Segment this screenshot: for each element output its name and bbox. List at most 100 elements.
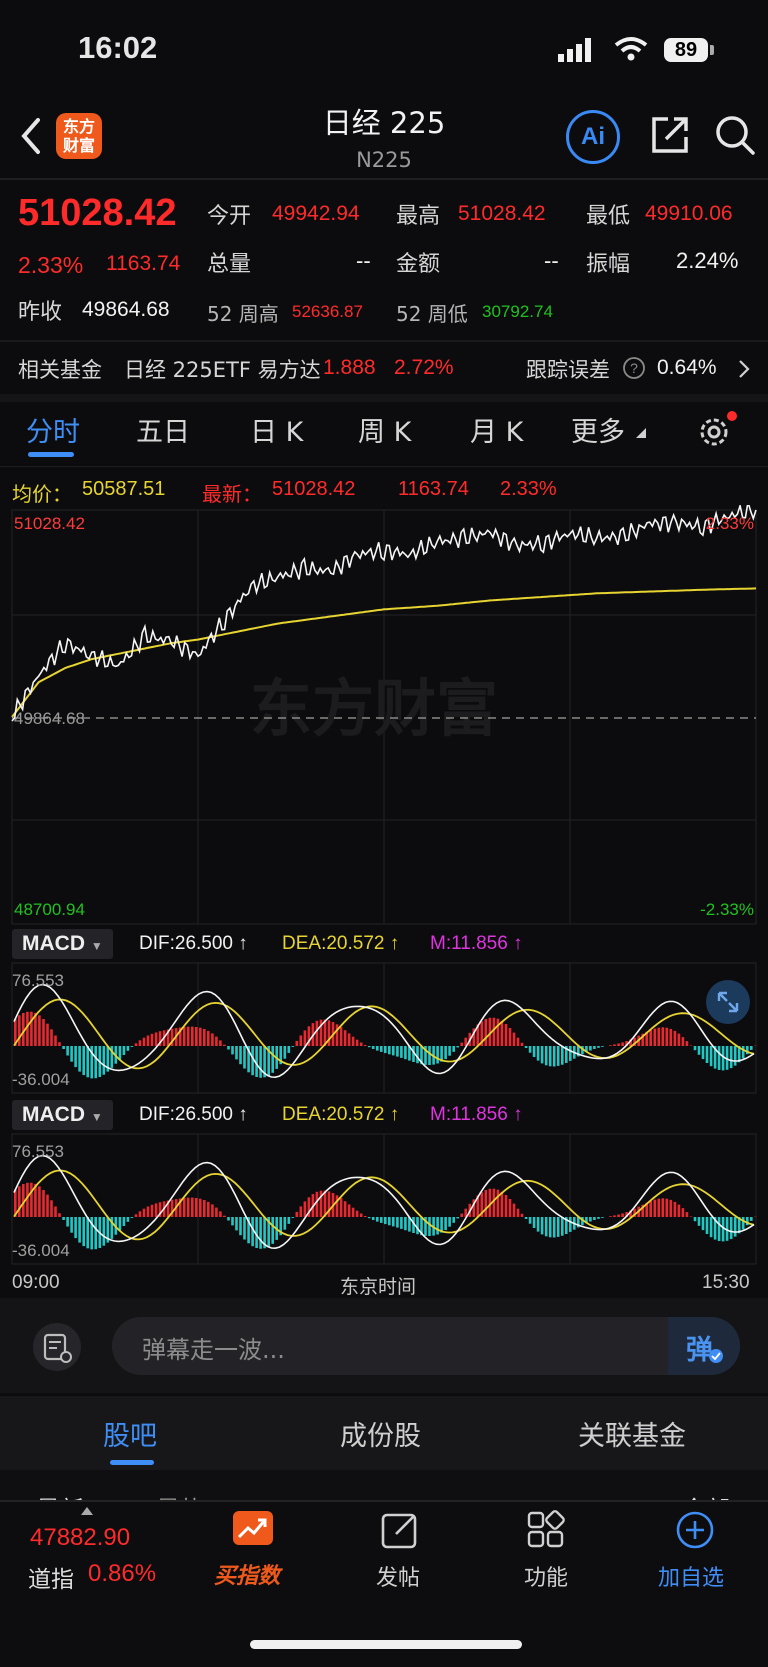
tab-more[interactable]: 更多 [571, 410, 625, 449]
macd-bar [541, 1217, 544, 1234]
fund-name[interactable]: 日经 225ETF 易方达 [124, 354, 321, 384]
macd-bar [62, 1217, 65, 1220]
macd-bar [674, 1202, 677, 1217]
macd-bar [86, 1217, 89, 1248]
active-tab-indicator [28, 452, 74, 457]
tab-week-k[interactable]: 周 K [358, 410, 411, 449]
chevron-right-icon[interactable] [736, 358, 752, 380]
macd-bar [621, 1042, 624, 1046]
ai-button[interactable]: Ai [566, 110, 620, 164]
macd-bar [722, 1217, 725, 1241]
macd-bar [199, 1199, 202, 1217]
macd-bar [698, 1217, 701, 1226]
macd-bar [340, 1198, 343, 1217]
macd-bar [589, 1046, 592, 1051]
macd-bar [497, 1190, 500, 1217]
tab-related-funds[interactable]: 关联基金 [578, 1414, 686, 1453]
tab-constituents[interactable]: 成份股 [340, 1414, 421, 1453]
buy-index-label[interactable]: 买指数 [214, 1558, 280, 1590]
macd-bar [368, 1046, 371, 1047]
macd-bar [103, 1046, 106, 1075]
macd-selector-2[interactable]: MACD ▼ [12, 1100, 113, 1130]
tab-month-k[interactable]: 月 K [470, 410, 523, 449]
macd-bar [601, 1046, 604, 1047]
settings-icon[interactable] [696, 410, 740, 450]
lower-tab-indicator [110, 1460, 154, 1465]
macd-bar [336, 1195, 339, 1217]
danmu-list-icon[interactable] [30, 1322, 84, 1372]
tracking-value: 0.64% [657, 356, 717, 380]
macd-bar [227, 1217, 230, 1221]
macd-bar [750, 1046, 753, 1050]
macd-bar [662, 1027, 665, 1046]
macd-bar [674, 1031, 677, 1046]
macd-bar [682, 1037, 685, 1046]
macd-bar [191, 1198, 194, 1217]
macd-bar [690, 1046, 693, 1047]
macd-bar [103, 1217, 106, 1246]
macd-bar [485, 1019, 488, 1046]
ticker-name: 道指 [28, 1560, 74, 1594]
macd-bar [722, 1046, 725, 1070]
macd-m-1: M:11.856 ↑ [430, 933, 523, 955]
macd-bar [545, 1217, 548, 1236]
macd-bar [404, 1217, 407, 1230]
post-icon[interactable] [380, 1510, 422, 1550]
feed-hot[interactable]: 最热 [156, 1490, 204, 1500]
intraday-chart[interactable]: 东方财富 51028.42 2.33% 49864.68 48700.94 -2… [0, 505, 768, 925]
y-min-pct-label: -2.33% [700, 900, 754, 919]
chart-watermark: 东方财富 [250, 672, 498, 745]
macd-bar [151, 1034, 154, 1046]
share-icon[interactable] [648, 113, 692, 157]
macd-bar [70, 1217, 73, 1233]
post-label[interactable]: 发帖 [376, 1560, 420, 1592]
tab-day-k[interactable]: 日 K [250, 410, 303, 449]
macd-bar [219, 1040, 222, 1046]
macd-bar [670, 1029, 673, 1046]
macd-bar [497, 1019, 500, 1046]
macd-bar [46, 1024, 49, 1046]
y-min-label: 48700.94 [14, 900, 85, 919]
macd-dif-2: DIF:26.500 ↑ [139, 1104, 248, 1126]
add-watchlist-icon[interactable] [674, 1510, 716, 1550]
fund-price: 1.888 [323, 356, 376, 380]
add-watchlist-label[interactable]: 加自选 [658, 1560, 724, 1592]
prev-close-label: 昨收 [18, 294, 62, 326]
macd-bar [54, 1036, 57, 1047]
function-label[interactable]: 功能 [524, 1560, 568, 1592]
macd-bar [139, 1040, 142, 1046]
macd-bar [557, 1217, 560, 1237]
macd-bottom-label: -36.004 [12, 1241, 70, 1260]
buy-index-icon[interactable] [232, 1510, 274, 1550]
macd-bar [94, 1046, 97, 1078]
feed-latest[interactable]: 最新 [36, 1490, 84, 1500]
search-icon[interactable] [712, 112, 758, 158]
macd-bar [509, 1199, 512, 1217]
macd-bar [235, 1046, 238, 1059]
macd-bar [147, 1207, 150, 1218]
latest-change: 1163.74 [398, 478, 469, 501]
macd-bar [666, 1028, 669, 1046]
latest-label: 最新： [202, 478, 262, 507]
tab-guba[interactable]: 股吧 [103, 1414, 157, 1453]
macd-chart-2[interactable]: 76.553 -36.004 [0, 1133, 768, 1265]
macd-bar [284, 1046, 287, 1059]
help-icon[interactable]: ? [622, 356, 646, 380]
macd-bar [686, 1041, 689, 1046]
expand-icon[interactable] [706, 980, 750, 1024]
macd-bar [292, 1217, 295, 1218]
macd-bar [517, 1209, 520, 1217]
function-icon[interactable] [526, 1510, 568, 1550]
macd-bar [38, 1186, 41, 1217]
macd-bar [304, 1030, 307, 1046]
fund-pct: 2.72% [394, 356, 454, 380]
high-label: 最高 [396, 198, 440, 230]
tab-intraday[interactable]: 分时 [26, 410, 80, 449]
tab-five-day[interactable]: 五日 [136, 410, 190, 449]
macd-selector-1[interactable]: MACD ▼ [12, 929, 113, 959]
macd-chart-1[interactable]: 76.553 -36.004 [0, 962, 768, 1094]
macd-bar [203, 1029, 206, 1046]
feed-all[interactable]: 全部 [682, 1490, 730, 1500]
macd-bar [288, 1217, 291, 1224]
ticker-price[interactable]: 47882.90 [30, 1524, 130, 1552]
